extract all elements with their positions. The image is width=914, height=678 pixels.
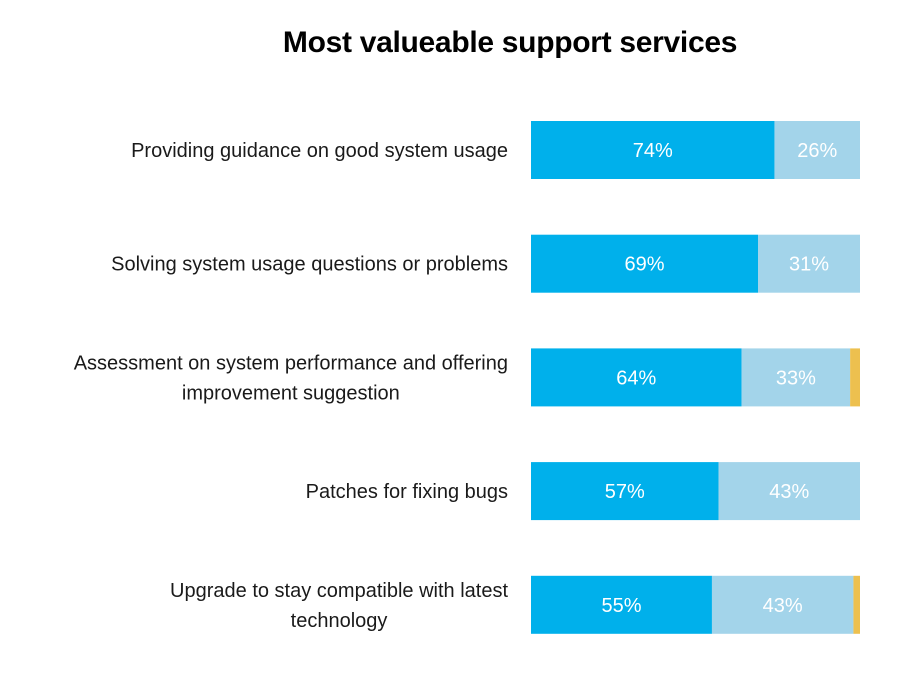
category-label-line: improvement suggestion [182,382,400,404]
category-label: Assessment on system performance and off… [74,352,508,404]
data-label: 43% [769,481,809,503]
bar-segment-series-3-row-5 [853,575,860,634]
data-label: 69% [624,254,664,276]
category-label-line: Providing guidance on good system usage [131,140,508,162]
bar-segment-series-1-row-5 [531,575,712,634]
data-label: 74% [633,140,673,162]
bar-segment-series-3-row-3 [850,348,860,407]
bar-segment-series-2-row-3 [741,348,851,407]
category-label-line: Solving system usage questions or proble… [111,254,508,276]
data-label: 55% [601,595,641,617]
category-label: Upgrade to stay compatible with latest te… [170,580,508,632]
data-label: 33% [776,367,816,389]
data-label: 31% [789,254,829,276]
category-label-line: Upgrade to stay compatible with latest [170,580,508,602]
data-label: 64% [616,367,656,389]
bar-segment-series-2-row-4 [718,462,860,521]
bars-group: 74% 26% 69% 31% 64% 33% 57% 43% 55% 43% [531,121,860,634]
data-label: 26% [797,140,837,162]
bar-segment-series-1-row-4 [531,462,719,521]
bar-segment-series-1-row-2 [531,234,759,293]
category-label-line: Assessment on system performance and off… [74,352,508,374]
category-label: Patches for fixing bugs [306,481,508,503]
category-label: Solving system usage questions or proble… [111,254,508,276]
category-label-line: technology [291,610,388,632]
bar-segment-series-2-row-5 [711,575,854,634]
chart-title: Most valueable support services [282,26,738,59]
category-labels-group: Providing guidance on good system usage S… [74,140,509,632]
data-label: 57% [605,481,645,503]
category-label-line: Patches for fixing bugs [306,481,508,503]
bar-segment-series-1-row-3 [531,348,742,407]
bar-segment-series-2-row-2 [758,234,860,293]
category-label: Providing guidance on good system usage [131,140,508,162]
bar-segment-series-1-row-1 [531,121,775,179]
data-label: 43% [763,595,803,617]
bar-segment-series-2-row-1 [774,121,860,179]
